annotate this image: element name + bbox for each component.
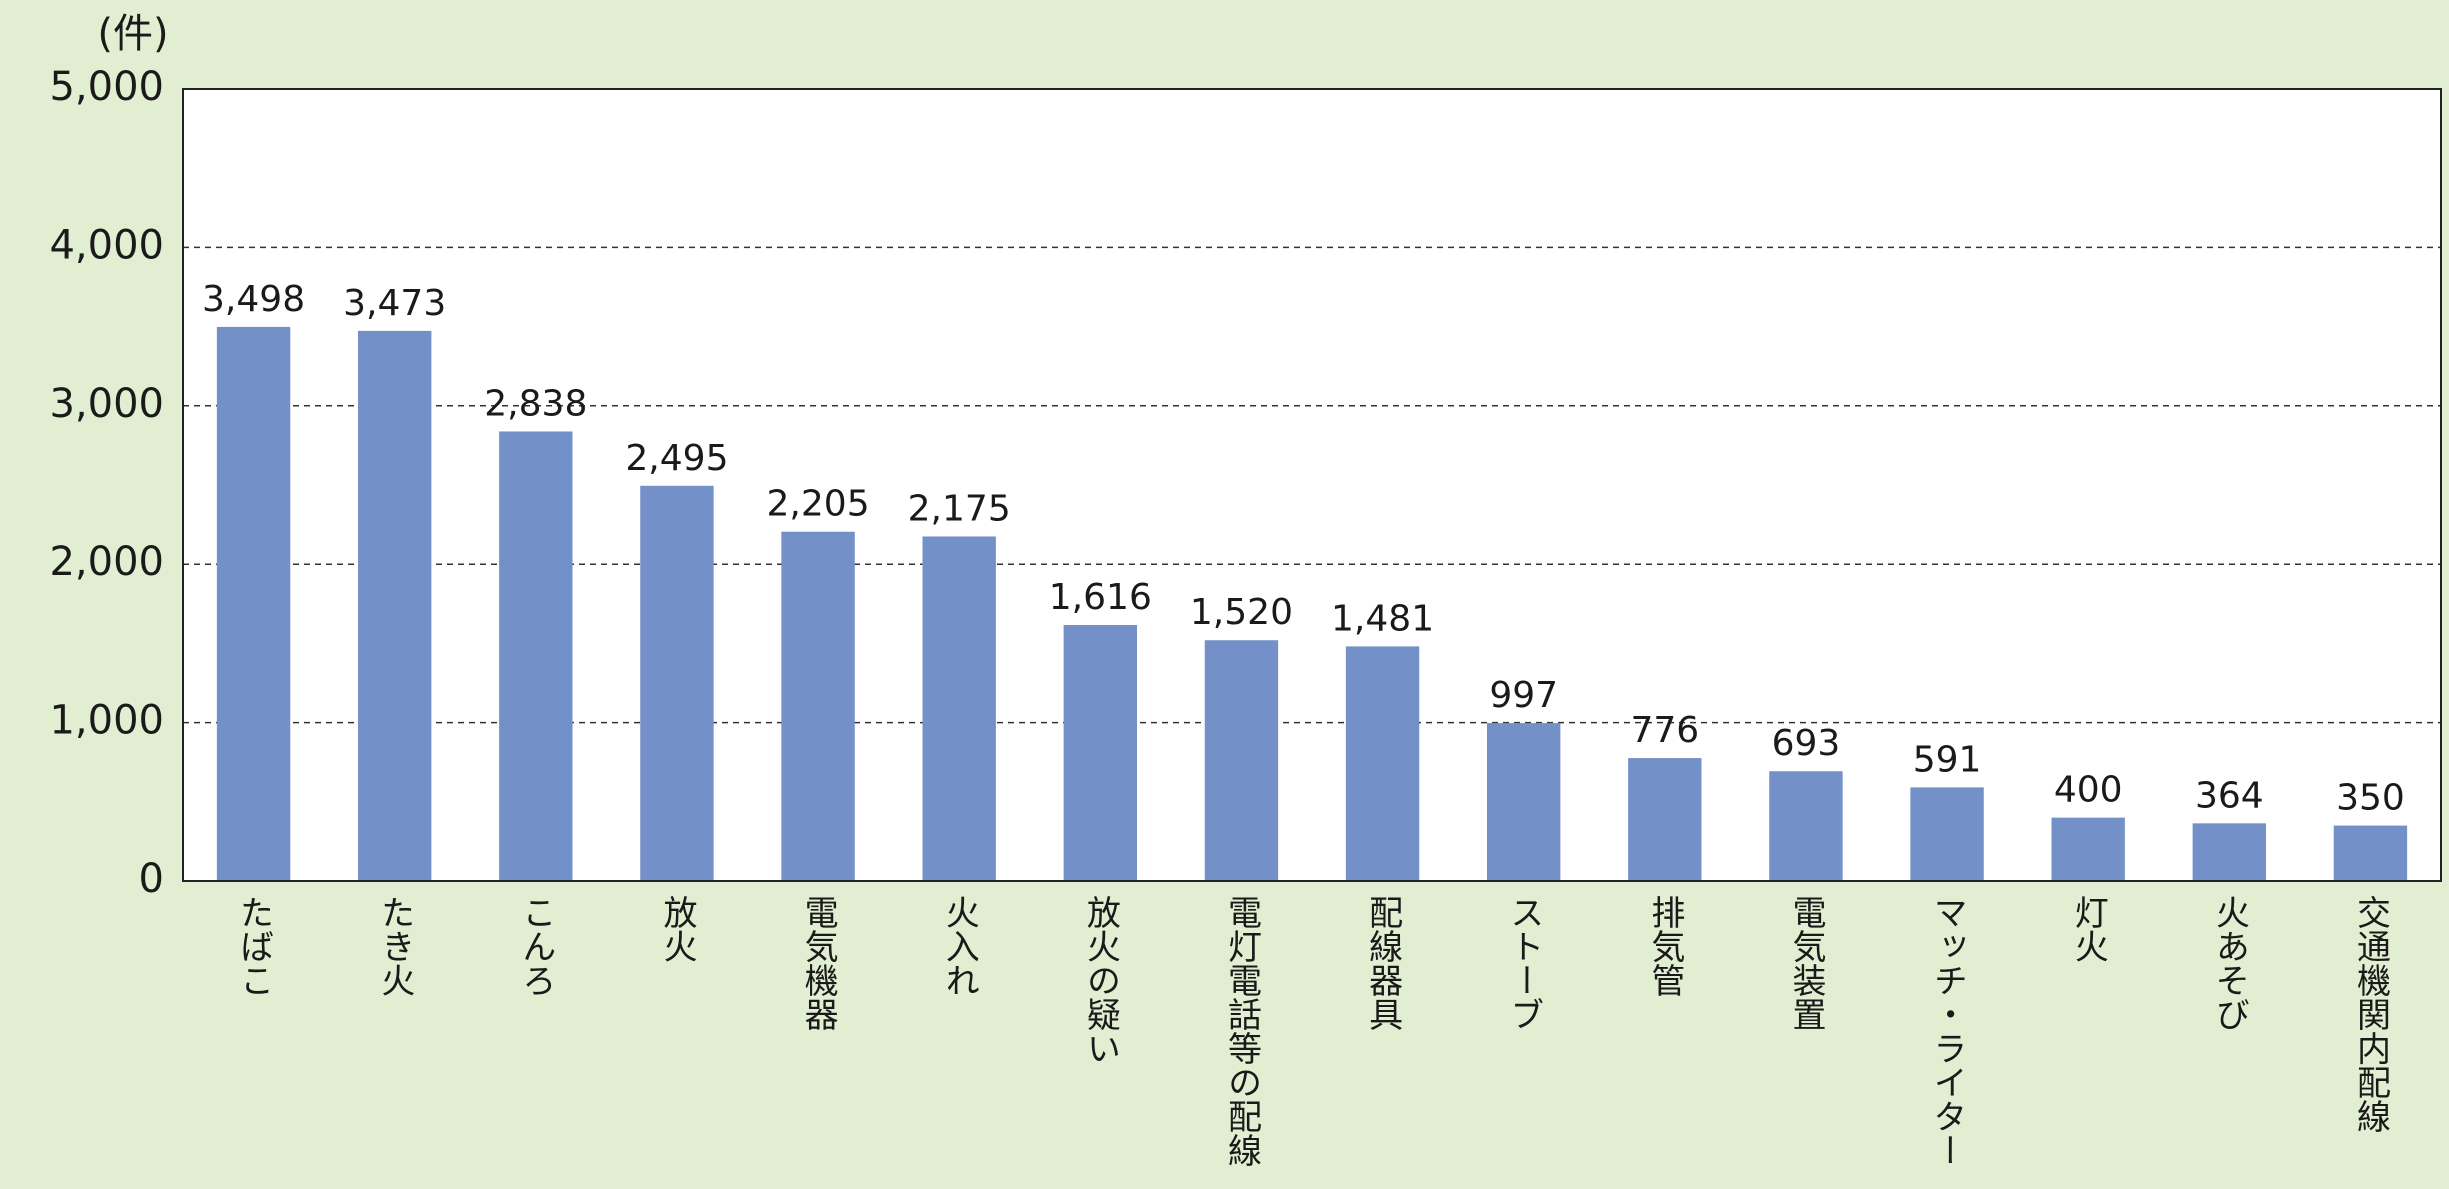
x-tick-label: 配線器具 xyxy=(1363,895,1403,1031)
unit-label: (件) xyxy=(97,11,168,57)
bar xyxy=(1628,758,1702,881)
y-tick-label: 5,000 xyxy=(49,64,164,110)
y-tick-label: 2,000 xyxy=(49,539,164,585)
x-tick-label: 放火の疑い xyxy=(1080,895,1120,1065)
bar xyxy=(1063,625,1138,881)
x-tick-label: 電灯電話等の配線 xyxy=(1221,895,1261,1167)
bar xyxy=(1769,771,1843,881)
bar xyxy=(499,431,573,881)
bar xyxy=(640,485,714,881)
value-label: 591 xyxy=(1913,739,1982,780)
x-tick-label: ストーブ xyxy=(1504,895,1544,1031)
value-label: 1,481 xyxy=(1331,598,1434,639)
bar xyxy=(2192,823,2267,881)
plot-border xyxy=(182,88,2442,882)
x-tick-label: たき火 xyxy=(375,895,415,997)
x-tick-label: 電気機器 xyxy=(798,895,838,1031)
value-label: 364 xyxy=(2195,775,2264,816)
value-label: 3,498 xyxy=(202,279,305,320)
x-tick-label: 交通機関内配線 xyxy=(2350,895,2390,1133)
x-tick-label: 放火 xyxy=(657,895,697,963)
value-label: 2,495 xyxy=(625,438,728,479)
y-tick-label: 4,000 xyxy=(49,222,164,268)
bar xyxy=(216,326,291,881)
x-tick-label: こんろ xyxy=(516,895,556,997)
x-tick-label: 電気装置 xyxy=(1786,895,1826,1031)
value-label: 1,520 xyxy=(1190,592,1293,633)
value-label: 693 xyxy=(1772,723,1841,764)
value-label: 350 xyxy=(2336,778,2405,819)
x-tick-label: 火あそび xyxy=(2209,895,2249,1031)
value-label: 997 xyxy=(1489,675,1558,716)
bar xyxy=(2333,825,2408,881)
x-tick-label: たばこ xyxy=(234,895,274,997)
x-tick-label: 火入れ xyxy=(939,895,979,997)
y-tick-label: 0 xyxy=(139,856,164,902)
bar xyxy=(1910,787,1984,881)
value-label: 1,616 xyxy=(1049,577,1152,618)
bar xyxy=(1486,723,1561,881)
bars xyxy=(216,326,2408,881)
value-label: 3,473 xyxy=(343,283,446,324)
bar xyxy=(1345,646,1420,881)
bar xyxy=(2051,817,2125,881)
x-tick-label: 排気管 xyxy=(1645,895,1685,997)
bar xyxy=(1204,640,1279,881)
bar xyxy=(357,330,432,881)
bar xyxy=(922,536,996,881)
y-tick-label: 3,000 xyxy=(49,381,164,427)
x-tick-label: 灯火 xyxy=(2068,895,2108,963)
x-tick-label: マッチ・ライター xyxy=(1927,895,1967,1167)
value-label: 400 xyxy=(2054,770,2123,811)
value-label: 2,205 xyxy=(767,484,870,525)
bar xyxy=(781,531,855,881)
value-label: 776 xyxy=(1630,710,1699,751)
value-label: 2,838 xyxy=(484,383,587,424)
value-label: 2,175 xyxy=(908,488,1011,529)
y-tick-label: 1,000 xyxy=(49,698,164,744)
